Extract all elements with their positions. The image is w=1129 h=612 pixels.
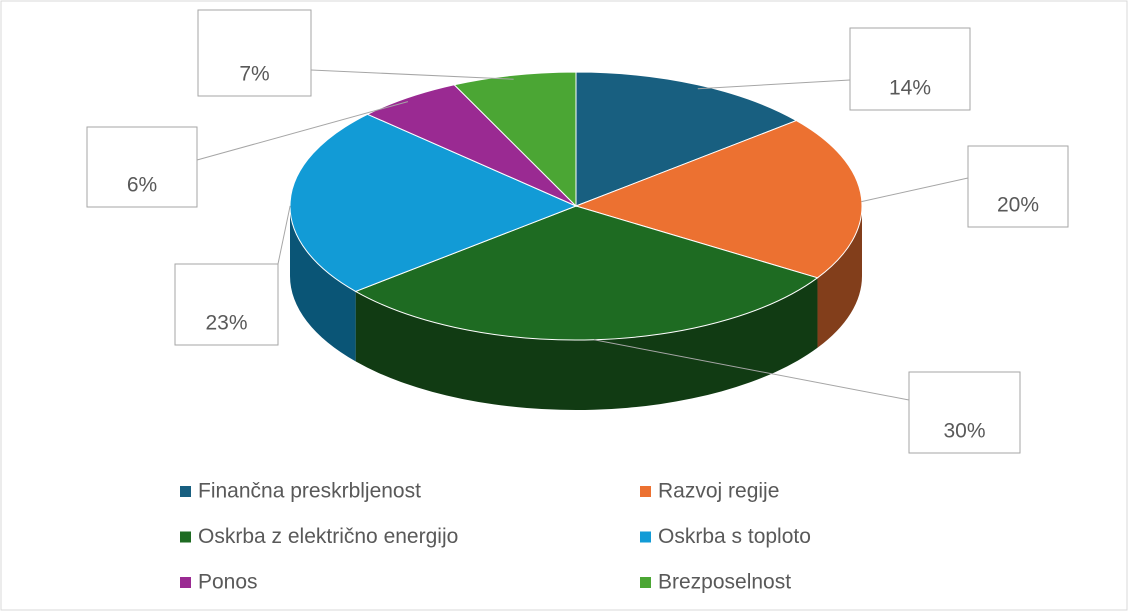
leader-line: [196, 101, 409, 161]
label-box: [174, 263, 279, 346]
leader-line: [697, 79, 851, 90]
legend-swatch: [640, 531, 651, 543]
legend-label: Ponos: [198, 571, 258, 594]
legend-swatch: [640, 577, 651, 588]
leader-line: [277, 205, 291, 265]
legend-label: Oskrba z električno energijo: [198, 525, 458, 548]
label-box: [197, 9, 312, 97]
label-box: [849, 27, 971, 111]
data-label: 14%: [889, 77, 931, 100]
data-label: 23%: [205, 312, 247, 335]
legend-label: Oskrba s toploto: [658, 525, 811, 548]
data-label: 30%: [943, 420, 985, 443]
label-box: [908, 371, 1021, 454]
slice-side: [355, 277, 818, 411]
label-box: [86, 126, 198, 208]
data-label: 6%: [127, 174, 157, 197]
legend-swatch: [180, 486, 191, 497]
leader-line: [310, 69, 514, 80]
slice: [453, 71, 577, 208]
leader-line: [861, 177, 969, 203]
slice: [354, 205, 819, 341]
legend-swatch: [640, 486, 651, 497]
legend-label: Razvoj regije: [658, 480, 779, 503]
data-label: 20%: [997, 194, 1039, 217]
slice: [289, 113, 578, 292]
label-box: [967, 145, 1069, 228]
slice: [574, 120, 863, 279]
legend-label: Brezposelnost: [658, 571, 791, 594]
legend-label: Finančna preskrbljenost: [198, 480, 421, 503]
data-label: 7%: [239, 63, 269, 86]
slice-side: [290, 206, 356, 362]
leader-line: [593, 339, 910, 401]
slice-side: [817, 206, 862, 348]
legend-swatch: [180, 577, 191, 588]
legend-swatch: [180, 531, 191, 543]
slice: [575, 71, 798, 207]
